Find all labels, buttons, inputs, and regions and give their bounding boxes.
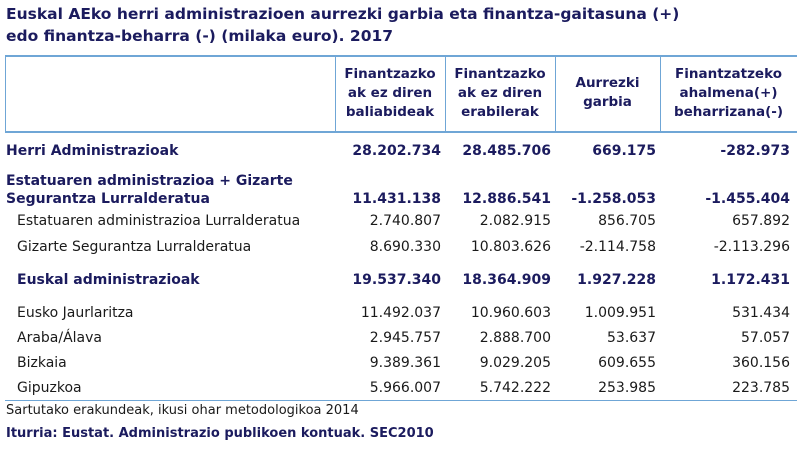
row-label: Estatuaren administrazioa Lurralderatua (17, 213, 301, 229)
cell: 18.364.909 (462, 272, 551, 288)
rule (660, 55, 661, 133)
row-label: Bizkaia (17, 355, 67, 371)
cell: 9.389.361 (369, 355, 441, 371)
cell: 669.175 (592, 143, 656, 159)
cell: -2.114.758 (579, 239, 656, 255)
cell: -1.455.404 (705, 191, 790, 207)
cell: 2.740.807 (369, 213, 441, 229)
cell: 2.082.915 (479, 213, 551, 229)
row-label: Segurantza Lurralderatua (6, 191, 210, 207)
rule (445, 55, 446, 133)
rule (5, 400, 797, 401)
row-label: Gipuzkoa (17, 380, 82, 396)
cell: -2.113.296 (713, 239, 790, 255)
cell: 531.434 (732, 305, 790, 321)
cell: 657.892 (732, 213, 790, 229)
cell: 28.485.706 (462, 143, 551, 159)
cell: 253.985 (598, 380, 656, 396)
cell: 223.785 (732, 380, 790, 396)
column-header: ahalmena(+) (679, 84, 778, 101)
rule (335, 55, 336, 133)
cell: 2.888.700 (479, 330, 551, 346)
note: Sartutako erakundeak, ikusi ohar metodol… (6, 403, 359, 418)
cell: 2.945.757 (369, 330, 441, 346)
row-label: Euskal administrazioak (17, 272, 200, 288)
cell: 11.431.138 (352, 191, 441, 207)
cell: 5.966.007 (369, 380, 441, 396)
column-header: baliabideak (345, 103, 435, 120)
cell: 856.705 (598, 213, 656, 229)
cell: 9.029.205 (479, 355, 551, 371)
cell: 11.492.037 (360, 305, 441, 321)
column-header: ak ez diren (457, 84, 543, 101)
column-header: erabilerak (461, 103, 539, 120)
cell: 12.886.541 (462, 191, 551, 207)
row-label: Estatuaren administrazioa + Gizarte (6, 173, 293, 189)
cell: 19.537.340 (352, 272, 441, 288)
cell: 28.202.734 (352, 143, 441, 159)
cell: -282.973 (720, 143, 790, 159)
cell: 53.637 (607, 330, 656, 346)
cell: 609.655 (598, 355, 656, 371)
column-header: Aurrezki (575, 75, 640, 91)
rule (555, 55, 556, 133)
row-label: Eusko Jaurlaritza (17, 305, 134, 321)
column-header: ak ez diren (347, 84, 433, 101)
cell: 57.057 (741, 330, 790, 346)
rule (5, 55, 797, 57)
column-header: Finantzazko (454, 65, 546, 82)
cell: -1.258.053 (571, 191, 656, 207)
rule (5, 55, 6, 133)
cell: 5.742.222 (479, 380, 551, 396)
column-header: Finantzazko (344, 65, 436, 82)
column-header: garbia (583, 94, 632, 110)
title-line: edo finantza-beharra (-) (milaka euro). … (6, 27, 394, 45)
cell: 1.172.431 (711, 272, 790, 288)
row-label: Herri Administrazioak (6, 143, 179, 159)
column-header: Finantzatzeko (675, 65, 782, 82)
rule (5, 131, 797, 133)
cell: 360.156 (732, 355, 790, 371)
column-header: beharrizana(-) (673, 103, 784, 120)
cell: 10.960.603 (470, 305, 551, 321)
title-line: Euskal AEko herri administrazioen aurrez… (6, 5, 680, 23)
cell: 1.009.951 (584, 305, 656, 321)
row-label: Gizarte Segurantza Lurralderatua (17, 239, 252, 255)
cell: 8.690.330 (369, 239, 441, 255)
cell: 1.927.228 (577, 272, 656, 288)
source: Iturria: Eustat. Administrazio publikoen… (6, 426, 434, 441)
row-label: Araba/Álava (17, 330, 103, 346)
cell: 10.803.626 (470, 239, 551, 255)
